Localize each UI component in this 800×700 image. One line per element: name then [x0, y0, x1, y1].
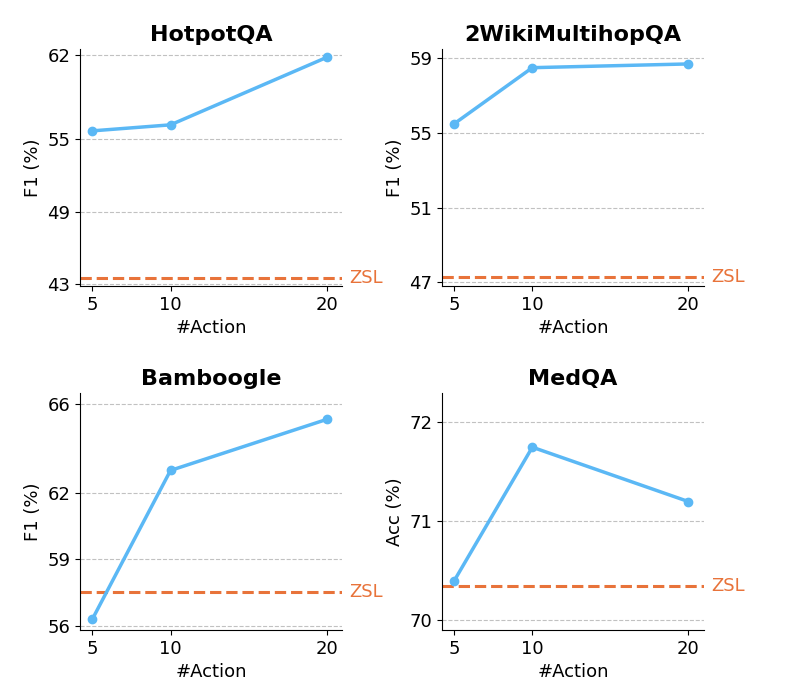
Y-axis label: F1 (%): F1 (%) [24, 482, 42, 540]
X-axis label: #Action: #Action [175, 664, 247, 681]
Title: Bamboogle: Bamboogle [141, 368, 282, 388]
X-axis label: #Action: #Action [537, 664, 609, 681]
Text: ZSL: ZSL [349, 583, 382, 601]
Y-axis label: Acc (%): Acc (%) [386, 477, 403, 546]
Text: ZSL: ZSL [711, 268, 745, 286]
Title: 2WikiMultihopQA: 2WikiMultihopQA [464, 25, 682, 45]
Y-axis label: F1 (%): F1 (%) [24, 139, 42, 197]
Title: MedQA: MedQA [528, 368, 618, 388]
Y-axis label: F1 (%): F1 (%) [386, 139, 403, 197]
X-axis label: #Action: #Action [537, 319, 609, 337]
Title: HotpotQA: HotpotQA [150, 25, 273, 45]
X-axis label: #Action: #Action [175, 319, 247, 337]
Text: ZSL: ZSL [349, 269, 382, 287]
Text: ZSL: ZSL [711, 577, 745, 594]
